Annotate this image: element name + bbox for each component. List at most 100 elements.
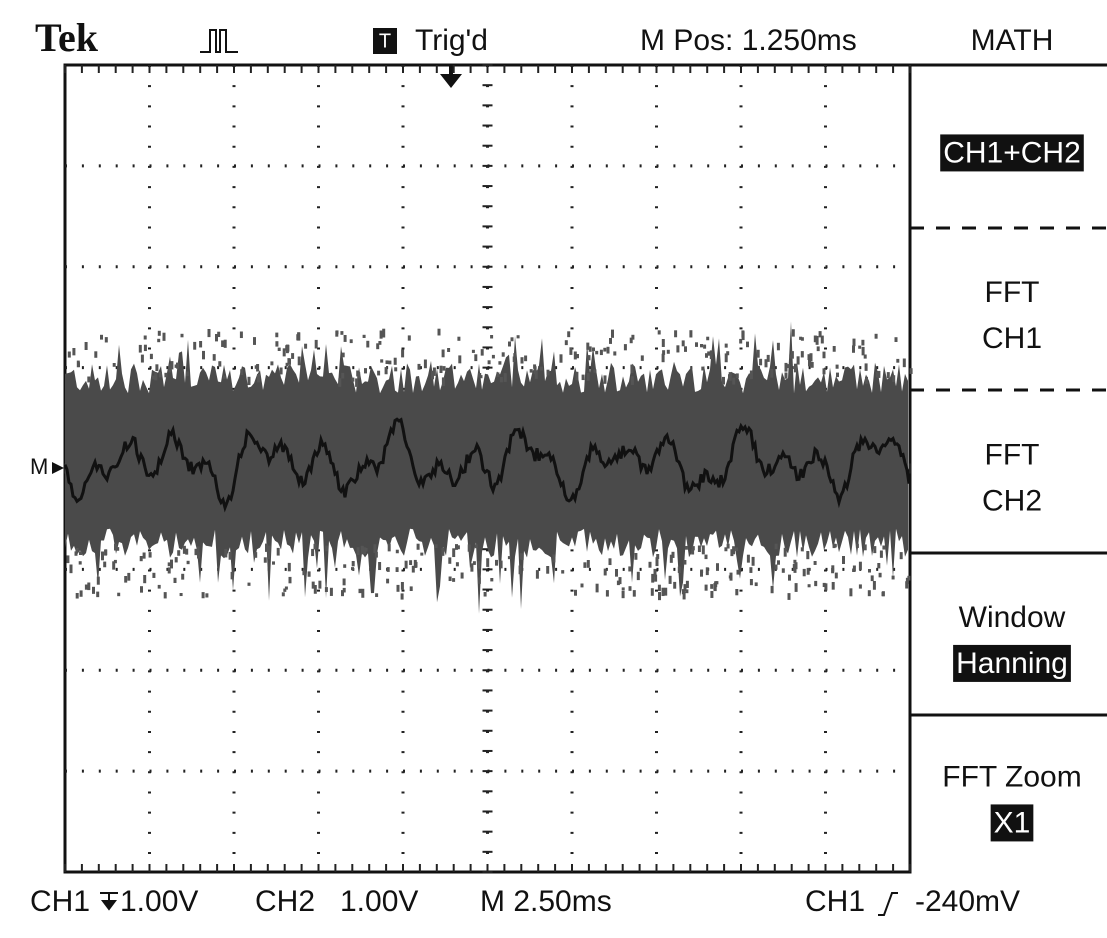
- noise-speck: [440, 366, 443, 373]
- noise-speck: [338, 378, 341, 387]
- noise-speck: [311, 549, 314, 556]
- noise-speck: [94, 351, 97, 357]
- noise-speck: [683, 560, 686, 565]
- noise-speck: [248, 583, 251, 586]
- noise-speck: [481, 349, 484, 356]
- noise-speck: [833, 544, 836, 548]
- noise-speck: [833, 346, 836, 352]
- noise-speck: [876, 372, 879, 378]
- noise-speck: [364, 368, 367, 373]
- noise-speck: [186, 372, 189, 377]
- noise-speck: [698, 546, 701, 552]
- noise-speck: [257, 374, 260, 382]
- noise-speck: [461, 573, 464, 579]
- noise-speck: [270, 361, 273, 365]
- noise-speck: [97, 577, 100, 585]
- noise-speck: [664, 588, 667, 596]
- noise-speck: [795, 583, 798, 592]
- noise-speck: [595, 351, 598, 354]
- noise-speck: [486, 558, 489, 567]
- noise-speck: [72, 348, 75, 355]
- noise-speck: [819, 331, 822, 337]
- noise-speck: [442, 350, 445, 358]
- noise-speck: [175, 557, 178, 562]
- noise-speck: [600, 350, 603, 355]
- menu-value: X1: [994, 806, 1031, 839]
- noise-speck: [831, 568, 834, 573]
- noise-speck: [340, 331, 343, 335]
- noise-speck: [856, 544, 859, 548]
- noise-speck: [149, 552, 152, 557]
- noise-speck: [906, 578, 909, 584]
- noise-speck: [683, 592, 686, 599]
- noise-speck: [278, 348, 281, 351]
- noise-speck: [457, 545, 460, 549]
- noise-speck: [615, 569, 618, 577]
- noise-speck: [386, 579, 389, 584]
- noise-speck: [705, 555, 708, 559]
- noise-speck: [341, 590, 344, 596]
- noise-speck: [275, 341, 278, 346]
- menu-title: MATH: [971, 24, 1054, 57]
- noise-speck: [96, 592, 99, 598]
- noise-speck: [495, 560, 498, 566]
- noise-speck: [144, 336, 147, 340]
- noise-speck: [480, 375, 483, 378]
- noise-speck: [667, 350, 670, 354]
- noise-speck: [617, 581, 620, 586]
- noise-speck: [158, 331, 161, 336]
- noise-speck: [864, 544, 867, 550]
- noise-speck: [456, 562, 459, 566]
- noise-speck: [892, 576, 895, 580]
- noise-speck: [282, 592, 285, 596]
- noise-speck: [593, 369, 596, 372]
- noise-speck: [170, 361, 173, 369]
- noise-speck: [318, 581, 321, 589]
- noise-speck: [737, 570, 740, 575]
- noise-speck: [670, 555, 673, 563]
- noise-speck: [832, 582, 835, 590]
- noise-speck: [224, 549, 227, 558]
- noise-speck: [85, 342, 88, 350]
- noise-speck: [581, 584, 584, 588]
- noise-speck: [433, 368, 436, 376]
- noise-speck: [396, 567, 399, 572]
- noise-speck: [66, 555, 69, 563]
- noise-speck: [361, 546, 364, 555]
- noise-speck: [352, 561, 355, 566]
- noise-speck: [343, 564, 346, 568]
- noise-speck: [807, 568, 810, 575]
- noise-speck: [637, 572, 640, 580]
- noise-speck: [685, 546, 688, 550]
- menu-label: FFT: [985, 276, 1040, 309]
- noise-speck: [692, 546, 695, 550]
- noise-speck: [641, 355, 644, 360]
- noise-speck: [477, 561, 480, 568]
- noise-speck: [143, 553, 146, 559]
- noise-speck: [725, 353, 728, 362]
- noise-speck: [596, 584, 599, 593]
- noise-speck: [887, 372, 890, 378]
- noise-speck: [500, 561, 503, 569]
- noise-speck: [457, 337, 460, 341]
- noise-speck: [882, 592, 885, 596]
- noise-speck: [801, 547, 804, 551]
- noise-speck: [385, 367, 388, 374]
- noise-speck: [735, 589, 738, 595]
- noise-speck: [443, 366, 446, 371]
- noise-speck: [312, 582, 315, 589]
- noise-speck: [100, 335, 103, 340]
- noise-speck: [177, 550, 180, 556]
- noise-speck: [248, 377, 251, 385]
- noise-speck: [174, 578, 177, 583]
- noise-speck: [823, 583, 826, 587]
- noise-speck: [858, 346, 861, 349]
- noise-speck: [240, 332, 243, 339]
- noise-speck: [746, 342, 749, 348]
- noise-speck: [448, 557, 451, 563]
- noise-speck: [536, 570, 539, 579]
- noise-speck: [168, 567, 171, 573]
- noise-speck: [478, 577, 481, 583]
- noise-speck: [689, 330, 692, 337]
- noise-speck: [297, 332, 300, 340]
